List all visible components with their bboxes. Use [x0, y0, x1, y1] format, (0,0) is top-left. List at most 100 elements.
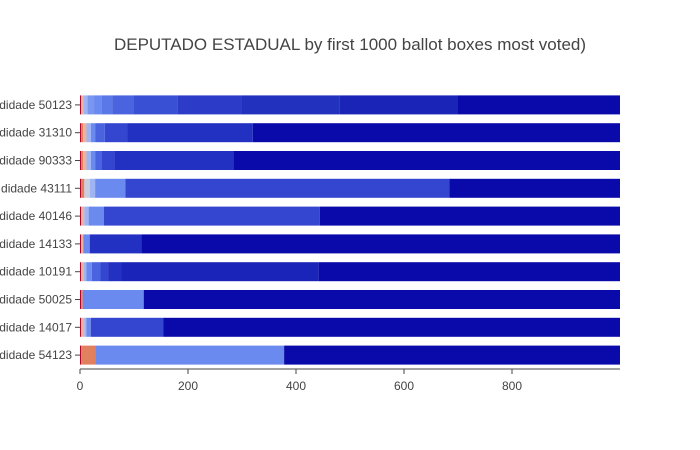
bar-segment — [80, 345, 82, 365]
bar-segment — [86, 317, 91, 337]
bar-segment — [84, 178, 90, 198]
bar-segment — [81, 95, 84, 115]
chart-title: DEPUTADO ESTADUAL by first 1000 ballot b… — [114, 35, 586, 54]
bar-segment — [108, 262, 122, 282]
y-tick-label: didade 50123 — [0, 98, 72, 112]
bar-segment — [83, 151, 87, 170]
bar-segment — [95, 345, 285, 365]
bar-segment — [81, 206, 85, 226]
bar-segment — [90, 317, 164, 337]
bar-segment — [88, 206, 104, 226]
bar-segment — [80, 317, 82, 337]
bar-segment — [83, 234, 90, 254]
bar-segment — [89, 234, 142, 254]
bar-segment — [95, 123, 105, 143]
bar-segment — [86, 151, 91, 170]
bar-segment — [233, 151, 621, 170]
bar-8 — [80, 123, 621, 143]
bar-segment — [81, 262, 84, 282]
y-tick-label: didade 54123 — [0, 348, 72, 362]
bar-segment — [242, 95, 340, 115]
bar-segment — [177, 95, 242, 115]
bar-segment — [80, 151, 82, 170]
bar-segment — [114, 151, 234, 170]
bar-segment — [80, 262, 82, 282]
bar-segment — [101, 151, 115, 170]
y-tick-label: didade 43111 — [1, 181, 72, 195]
y-tick-label: didade 14017 — [0, 320, 72, 334]
bar-segment — [84, 317, 87, 337]
bar-6 — [80, 178, 620, 198]
y-tick-label: didade 10191 — [0, 265, 72, 279]
bar-segment — [95, 178, 126, 198]
bar-segment — [81, 317, 85, 337]
y-tick-label: didade 14133 — [0, 237, 72, 251]
bar-segment — [100, 262, 109, 282]
bar-0 — [80, 345, 620, 365]
bar-segment — [80, 290, 82, 309]
bar-segment — [134, 95, 178, 115]
bar-segment — [82, 290, 144, 309]
bar-segment — [80, 206, 82, 226]
bar-segment — [125, 178, 450, 198]
bar-segment — [84, 206, 89, 226]
bar-segment — [252, 123, 621, 143]
bar-segment — [127, 123, 253, 143]
y-tick-label: didade 40146 — [0, 209, 72, 223]
y-tick-label: didade 90333 — [0, 154, 72, 168]
x-tick-label: 0 — [77, 379, 84, 393]
bar-segment — [81, 178, 85, 198]
bar-segment — [80, 234, 82, 254]
bar-segment — [101, 95, 113, 115]
bar-5 — [80, 206, 620, 226]
bar-segment — [90, 123, 96, 143]
bar-segment — [318, 262, 620, 282]
bar-segment — [141, 234, 620, 254]
bar-4 — [80, 234, 620, 254]
bar-segment — [83, 262, 87, 282]
bar-segment — [95, 151, 102, 170]
bar-segment — [80, 123, 82, 143]
bar-segment — [80, 178, 82, 198]
y-tick-label: didade 31310 — [0, 126, 72, 140]
y-axis: didade 54123 didade 14017 didade 50025 dida… — [0, 98, 80, 362]
bar-segment — [94, 95, 102, 115]
bar-segment — [89, 178, 96, 198]
bar-segment — [319, 206, 620, 226]
y-tick-label: didade 50025 — [0, 293, 72, 307]
bar-segment — [449, 178, 620, 198]
bar-9 — [80, 95, 620, 115]
x-axis: 0 200 400 600 800 — [77, 368, 620, 393]
bar-segment — [103, 206, 320, 226]
bar-segment — [121, 262, 319, 282]
bar-segment — [284, 345, 620, 365]
bar-segment — [83, 95, 88, 115]
bar-segment — [81, 345, 96, 365]
bar-segment — [83, 123, 87, 143]
bar-segment — [104, 123, 128, 143]
x-tick-label: 600 — [394, 379, 414, 393]
bar-segment — [86, 123, 91, 143]
bar-segment — [80, 95, 82, 115]
bar-segment — [91, 262, 101, 282]
bar-3 — [80, 262, 620, 282]
bars-layer — [80, 95, 621, 365]
x-tick-label: 400 — [286, 379, 306, 393]
x-tick-label: 200 — [178, 379, 198, 393]
bar-segment — [458, 95, 620, 115]
bar-segment — [143, 290, 620, 309]
bar-segment — [81, 151, 84, 170]
bar-segment — [81, 234, 84, 254]
bar-segment — [81, 290, 83, 309]
bar-segment — [86, 262, 92, 282]
x-tick-label: 800 — [502, 379, 522, 393]
bar-segment — [112, 95, 134, 115]
bar-segment — [81, 123, 84, 143]
bar-1 — [80, 317, 620, 337]
bar-segment — [90, 151, 96, 170]
bar-segment — [163, 317, 620, 337]
bar-segment — [87, 95, 95, 115]
bar-segment — [339, 95, 458, 115]
bar-7 — [80, 151, 621, 170]
